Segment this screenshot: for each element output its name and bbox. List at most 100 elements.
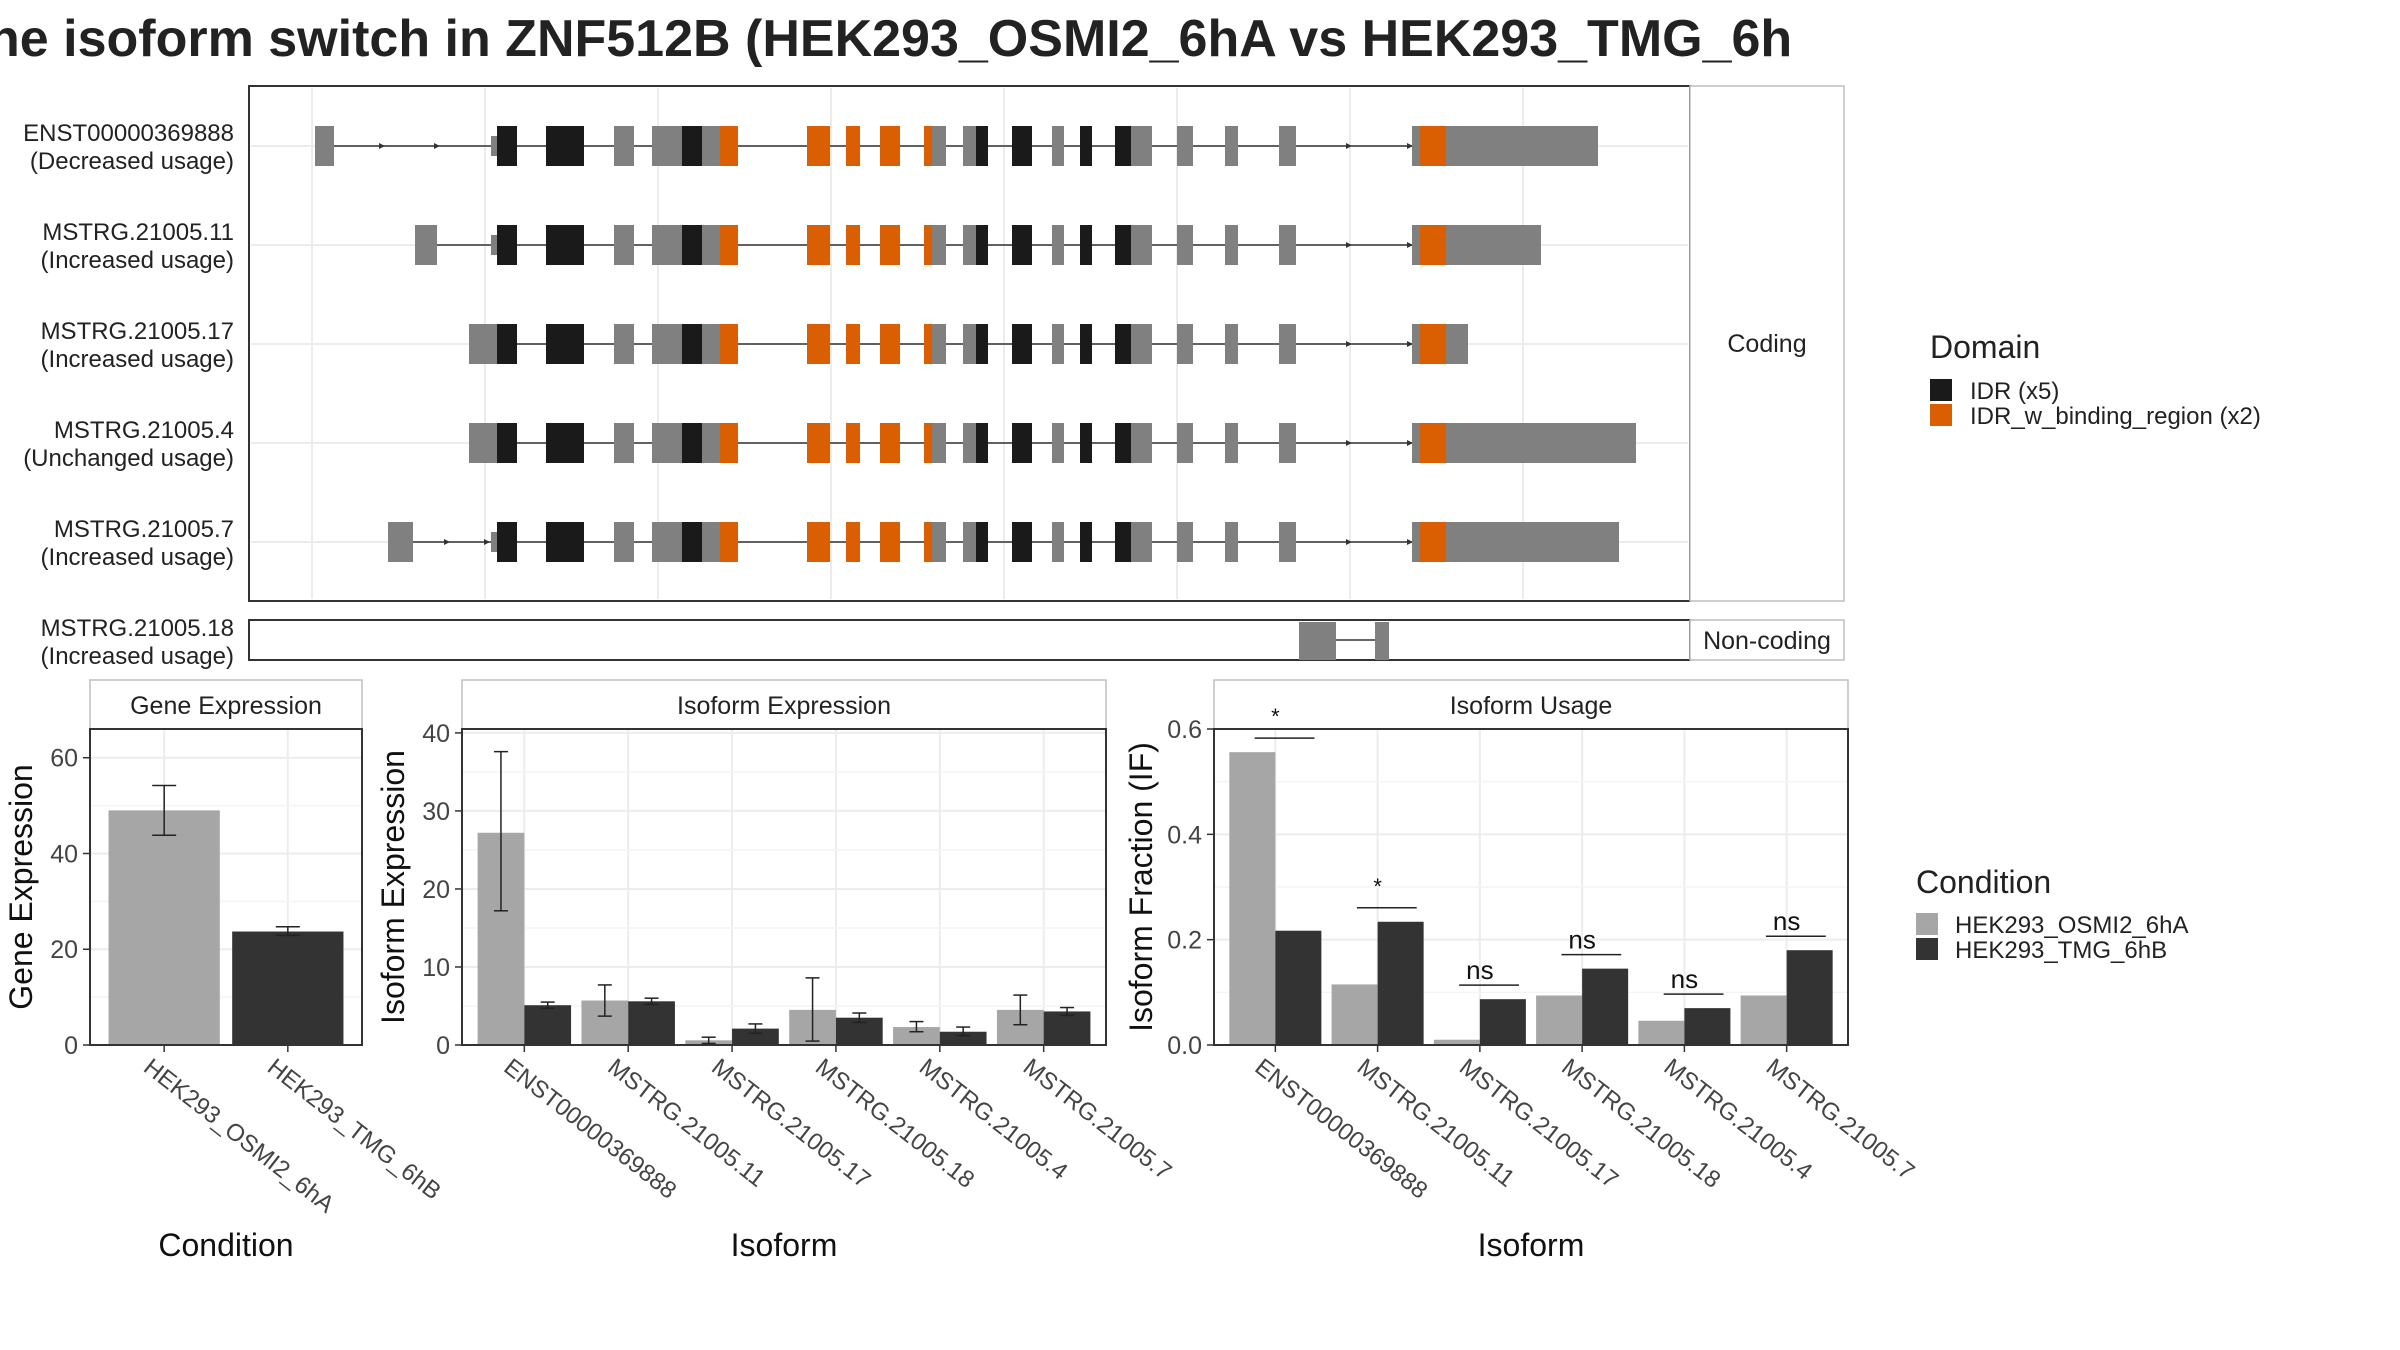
plot-border <box>461 728 1107 1046</box>
binding-domain-exon <box>880 522 900 562</box>
legend-key-binding <box>1930 404 1952 426</box>
exon <box>932 522 946 562</box>
idr-domain-exon <box>976 423 988 463</box>
exon <box>469 324 497 364</box>
exon <box>1375 622 1389 660</box>
strand-arrow-icon <box>1346 341 1352 347</box>
idr-domain-exon <box>976 324 988 364</box>
exon <box>1052 324 1064 364</box>
y-tick-label: 40 <box>422 720 450 748</box>
binding-domain-exon <box>880 225 900 265</box>
exon <box>1131 324 1152 364</box>
idr-domain-exon <box>1012 423 1032 463</box>
binding-domain-exon <box>720 522 738 562</box>
exon <box>702 225 720 265</box>
utr-exon <box>1446 522 1619 562</box>
exon <box>963 522 976 562</box>
bar <box>232 931 344 1045</box>
exon <box>1279 225 1296 265</box>
bar <box>1433 1039 1480 1045</box>
exon <box>1177 324 1193 364</box>
exon <box>702 324 720 364</box>
domain-legend-title: Domain <box>1930 329 2040 365</box>
panel-strip <box>461 679 1107 730</box>
exon <box>652 225 682 265</box>
panel-strip-label: Isoform Expression <box>677 692 891 720</box>
binding-domain-exon <box>924 225 932 265</box>
bar <box>893 1027 940 1045</box>
exon <box>652 522 682 562</box>
legend-label-osmi2: HEK293_OSMI2_6hA <box>1955 912 2188 939</box>
gene-structure-panel: Coding Non-coding ENST00000369888(Decrea… <box>23 85 1845 670</box>
exon <box>1412 126 1420 166</box>
significance-label: ns <box>1671 964 1698 994</box>
binding-domain-exon <box>880 324 900 364</box>
exon <box>1177 225 1193 265</box>
bar <box>732 1028 779 1045</box>
binding-domain-exon <box>720 423 738 463</box>
exon <box>932 126 946 166</box>
noncoding-frame <box>248 619 1691 661</box>
exon <box>1225 225 1238 265</box>
exon <box>1131 126 1152 166</box>
exon <box>1177 423 1193 463</box>
bar <box>1229 752 1276 1045</box>
strand-arrow-icon <box>484 539 490 545</box>
strand-arrow-icon <box>444 539 450 545</box>
binding-domain-exon <box>1420 126 1446 166</box>
idr-domain-exon <box>682 324 702 364</box>
exon <box>932 225 946 265</box>
exon <box>1225 324 1238 364</box>
y-tick-label: 0 <box>436 1032 450 1060</box>
binding-domain-exon <box>924 423 932 463</box>
coding-strip-label: Coding <box>1727 330 1806 358</box>
exon <box>1412 324 1420 364</box>
transcript-id-label: MSTRG.21005.17 <box>41 318 234 345</box>
utr-exon <box>1446 225 1541 265</box>
binding-domain-exon <box>807 522 830 562</box>
exon <box>963 423 976 463</box>
legend-label-tmg: HEK293_TMG_6hB <box>1955 937 2167 964</box>
binding-domain-exon <box>880 423 900 463</box>
transcript-usage-label: (Decreased usage) <box>30 148 234 175</box>
idr-domain-exon <box>1080 324 1092 364</box>
idr-domain-exon <box>546 324 584 364</box>
exon <box>1225 126 1238 166</box>
track-0 <box>315 126 1598 166</box>
idr-domain-exon <box>1012 522 1032 562</box>
y-tick-label: 0.2 <box>1167 927 1202 955</box>
exon <box>1052 423 1064 463</box>
exon <box>1412 423 1420 463</box>
exon <box>614 423 634 463</box>
idr-domain-exon <box>1080 225 1092 265</box>
idr-domain-exon <box>497 522 517 562</box>
x-axis-title: Condition <box>158 1227 293 1263</box>
idr-domain-exon <box>1080 423 1092 463</box>
exon <box>1177 522 1193 562</box>
binding-domain-exon <box>720 324 738 364</box>
transcript-usage-label: (Unchanged usage) <box>23 445 234 472</box>
legend-key-idr <box>1930 379 1952 401</box>
strand-arrow-icon <box>1346 242 1352 248</box>
binding-domain-exon <box>1420 522 1446 562</box>
exon <box>415 225 437 265</box>
strand-arrow-icon <box>1407 242 1413 248</box>
exon <box>652 423 682 463</box>
idr-domain-exon <box>1115 324 1131 364</box>
legend-key-tmg <box>1916 938 1938 960</box>
bar <box>1331 984 1378 1045</box>
exon <box>1052 126 1064 166</box>
significance-label: * <box>1271 704 1280 729</box>
exon <box>315 126 334 166</box>
exon <box>702 423 720 463</box>
y-tick-label: 60 <box>50 745 78 773</box>
exon <box>1279 324 1296 364</box>
plot-border <box>89 728 363 1046</box>
y-tick-label: 20 <box>422 876 450 904</box>
panel-strip <box>1213 679 1849 730</box>
utr-exon <box>491 136 497 156</box>
idr-domain-exon <box>682 522 702 562</box>
plot-border <box>1213 728 1849 1046</box>
strand-arrow-icon <box>1407 143 1413 149</box>
